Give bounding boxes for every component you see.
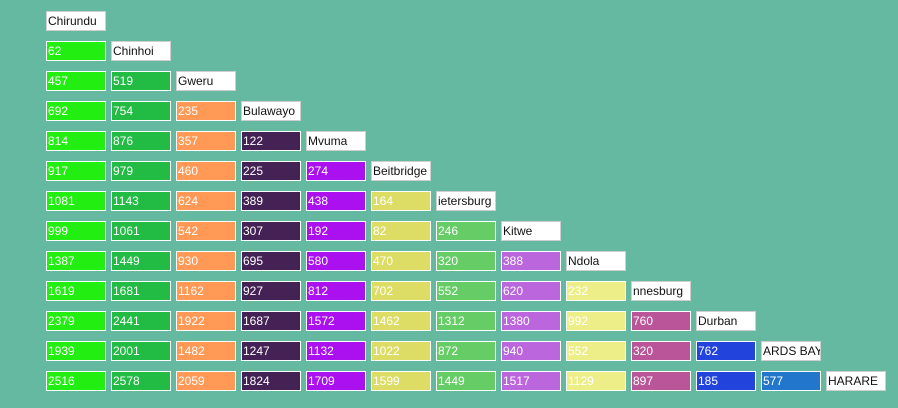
distance-cell: 1132: [306, 341, 366, 361]
distance-cell: 1681: [111, 281, 171, 301]
distance-cell: 1599: [371, 371, 431, 391]
distance-cell: 164: [371, 191, 431, 211]
distance-cell: 2578: [111, 371, 171, 391]
distance-cell: 225: [241, 161, 301, 181]
distance-cell: 1143: [111, 191, 171, 211]
city-label: Durban: [696, 311, 756, 331]
city-label: Bulawayo: [241, 101, 301, 121]
distance-cell: 1482: [176, 341, 236, 361]
distance-cell: 1387: [46, 251, 106, 271]
distance-cell: 1449: [436, 371, 496, 391]
distance-cell: 1380: [501, 311, 561, 331]
distance-cell: 1824: [241, 371, 301, 391]
distance-cell: 235: [176, 101, 236, 121]
distance-cell: 1247: [241, 341, 301, 361]
distance-cell: 927: [241, 281, 301, 301]
distance-cell: 1922: [176, 311, 236, 331]
distance-cell: 460: [176, 161, 236, 181]
distance-cell: 930: [176, 251, 236, 271]
distance-cell: 62: [46, 41, 106, 61]
distance-cell: 470: [371, 251, 431, 271]
distance-cell: 2441: [111, 311, 171, 331]
distance-cell: 246: [436, 221, 496, 241]
distance-cell: 320: [631, 341, 691, 361]
distance-cell: 1061: [111, 221, 171, 241]
distance-cell: 192: [306, 221, 366, 241]
city-label: Mvuma: [306, 131, 366, 151]
distance-cell: 232: [566, 281, 626, 301]
distance-cell: 438: [306, 191, 366, 211]
distance-cell: 307: [241, 221, 301, 241]
distance-cell: 624: [176, 191, 236, 211]
distance-cell: 1572: [306, 311, 366, 331]
distance-cell: 580: [306, 251, 366, 271]
distance-cell: 1449: [111, 251, 171, 271]
city-label: nnesburg: [631, 281, 691, 301]
distance-cell: 1687: [241, 311, 301, 331]
distance-cell: 702: [371, 281, 431, 301]
city-label: Gweru: [176, 71, 236, 91]
city-label: Ndola: [566, 251, 626, 271]
distance-cell: 999: [46, 221, 106, 241]
distance-cell: 876: [111, 131, 171, 151]
distance-cell: 1517: [501, 371, 561, 391]
distance-cell: 917: [46, 161, 106, 181]
distance-cell: 542: [176, 221, 236, 241]
distance-cell: 762: [696, 341, 756, 361]
distance-cell: 2059: [176, 371, 236, 391]
distance-cell: 1312: [436, 311, 496, 331]
distance-cell: 389: [241, 191, 301, 211]
distance-cell: 552: [566, 341, 626, 361]
distance-cell: 992: [566, 311, 626, 331]
distance-cell: 979: [111, 161, 171, 181]
distance-cell: 812: [306, 281, 366, 301]
distance-cell: 519: [111, 71, 171, 91]
distance-cell: 897: [631, 371, 691, 391]
city-label: Kitwe: [501, 221, 561, 241]
distance-cell: 122: [241, 131, 301, 151]
distance-cell: 1939: [46, 341, 106, 361]
distance-cell: 185: [696, 371, 756, 391]
city-label: Chinhoi: [111, 41, 171, 61]
distance-cell: 1709: [306, 371, 366, 391]
distance-cell: 577: [761, 371, 821, 391]
city-label: ARDS BAY: [761, 341, 821, 361]
distance-cell: 1081: [46, 191, 106, 211]
city-label: ietersburg: [436, 191, 496, 211]
distance-cell: 1619: [46, 281, 106, 301]
distance-cell: 552: [436, 281, 496, 301]
distance-cell: 695: [241, 251, 301, 271]
distance-cell: 872: [436, 341, 496, 361]
distance-cell: 2516: [46, 371, 106, 391]
city-label: HARARE: [826, 371, 886, 391]
distance-cell: 620: [501, 281, 561, 301]
distance-cell: 2379: [46, 311, 106, 331]
distance-cell: 388: [501, 251, 561, 271]
distance-cell: 274: [306, 161, 366, 181]
distance-cell: 1162: [176, 281, 236, 301]
distance-cell: 1129: [566, 371, 626, 391]
distance-cell: 457: [46, 71, 106, 91]
city-label: Chirundu: [46, 11, 106, 31]
distance-cell: 940: [501, 341, 561, 361]
distance-cell: 760: [631, 311, 691, 331]
distance-cell: 2001: [111, 341, 171, 361]
distance-cell: 1022: [371, 341, 431, 361]
distance-cell: 814: [46, 131, 106, 151]
distance-cell: 320: [436, 251, 496, 271]
distance-cell: 692: [46, 101, 106, 121]
distance-cell: 82: [371, 221, 431, 241]
distance-cell: 754: [111, 101, 171, 121]
distance-cell: 357: [176, 131, 236, 151]
distance-cell: 1462: [371, 311, 431, 331]
city-label: Beitbridge: [371, 161, 431, 181]
